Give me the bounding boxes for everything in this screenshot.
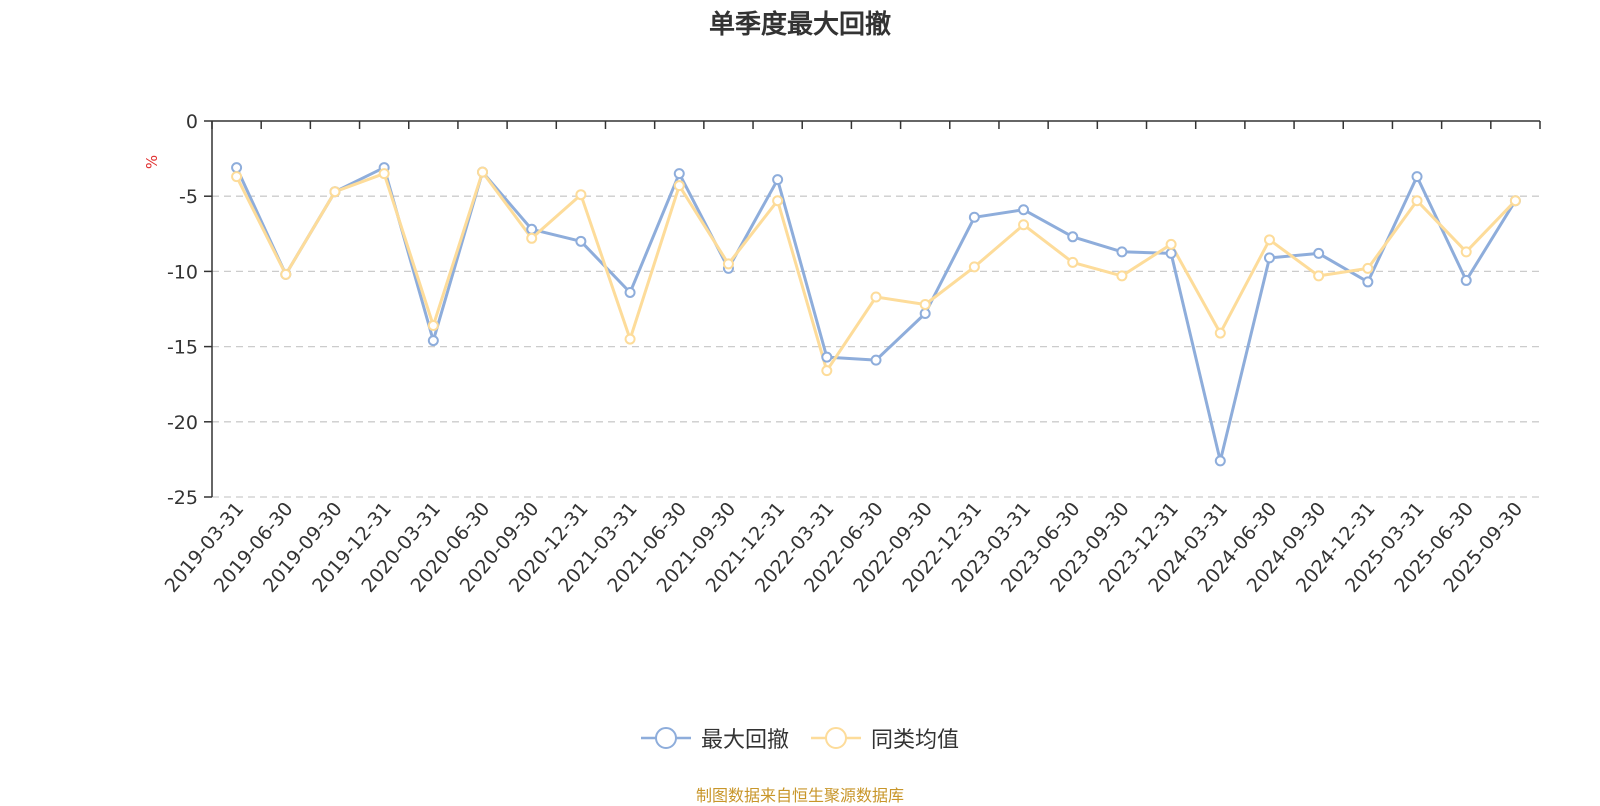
data-point <box>1067 256 1079 268</box>
data-point <box>575 235 587 247</box>
data-point <box>1018 204 1030 216</box>
data-point <box>1313 247 1325 259</box>
legend-label: 同类均值 <box>871 728 960 753</box>
y-axis-unit-label: % <box>143 155 161 169</box>
data-point <box>575 189 587 201</box>
data-point <box>1509 195 1521 207</box>
data-point <box>919 308 931 320</box>
data-point <box>624 286 636 298</box>
data-point <box>231 162 243 174</box>
data-point <box>1018 219 1030 231</box>
y-tick-label: -5 <box>179 186 198 208</box>
data-point <box>1411 195 1423 207</box>
data-point <box>1460 246 1472 258</box>
y-tick-label: -10 <box>167 261 198 283</box>
legend-item-max-drawdown[interactable]: 最大回撤 <box>640 722 789 754</box>
data-point <box>673 180 685 192</box>
data-point <box>624 333 636 345</box>
grid-lines <box>212 195 1540 498</box>
chart-title: 单季度最大回撤 <box>708 10 891 40</box>
legend-marker-icon <box>640 727 691 749</box>
data-point <box>1067 231 1079 243</box>
data-point <box>968 261 980 273</box>
series-lines <box>235 166 1517 463</box>
legend-marker-icon <box>811 727 861 749</box>
data-points <box>231 162 1521 467</box>
data-point <box>1411 171 1423 183</box>
data-point <box>919 298 931 310</box>
data-point <box>1165 247 1177 259</box>
data-point <box>1263 234 1275 246</box>
source-note: 制图数据来自恒生聚源数据库 <box>695 786 904 805</box>
data-point <box>1116 270 1128 282</box>
legend-item-peer-average[interactable]: 同类均值 <box>811 722 959 754</box>
data-point <box>231 171 243 183</box>
data-point <box>427 335 439 347</box>
data-point <box>329 186 341 198</box>
data-point <box>1116 246 1128 258</box>
data-point <box>772 174 784 186</box>
legend-label: 最大回撤 <box>700 728 789 753</box>
data-point <box>772 195 784 207</box>
data-point <box>1263 252 1275 264</box>
y-tick-label: -25 <box>167 487 198 509</box>
data-point <box>280 268 292 280</box>
legend: 最大回撤 同类均值 <box>0 722 1600 754</box>
y-tick-label: -15 <box>167 337 198 359</box>
data-point <box>722 258 734 270</box>
data-point <box>427 320 439 332</box>
data-point <box>1460 274 1472 286</box>
data-point <box>378 168 390 180</box>
y-tick-label: 0 <box>186 111 198 133</box>
data-point <box>1313 270 1325 282</box>
data-point <box>870 291 882 303</box>
data-point <box>1362 276 1374 288</box>
axes: 0-5-10-15-20-252019-03-312019-06-302019-… <box>161 111 1541 597</box>
y-tick-label: -20 <box>167 412 198 434</box>
data-point <box>821 351 833 363</box>
data-point <box>1165 238 1177 250</box>
data-point <box>1362 262 1374 274</box>
data-point <box>526 232 538 244</box>
data-point <box>1214 455 1226 467</box>
data-point <box>477 166 489 178</box>
data-point <box>821 365 833 377</box>
data-point <box>673 168 685 180</box>
data-point <box>968 211 980 223</box>
data-point <box>1214 327 1226 339</box>
data-point <box>870 354 882 366</box>
data-point <box>526 223 538 235</box>
